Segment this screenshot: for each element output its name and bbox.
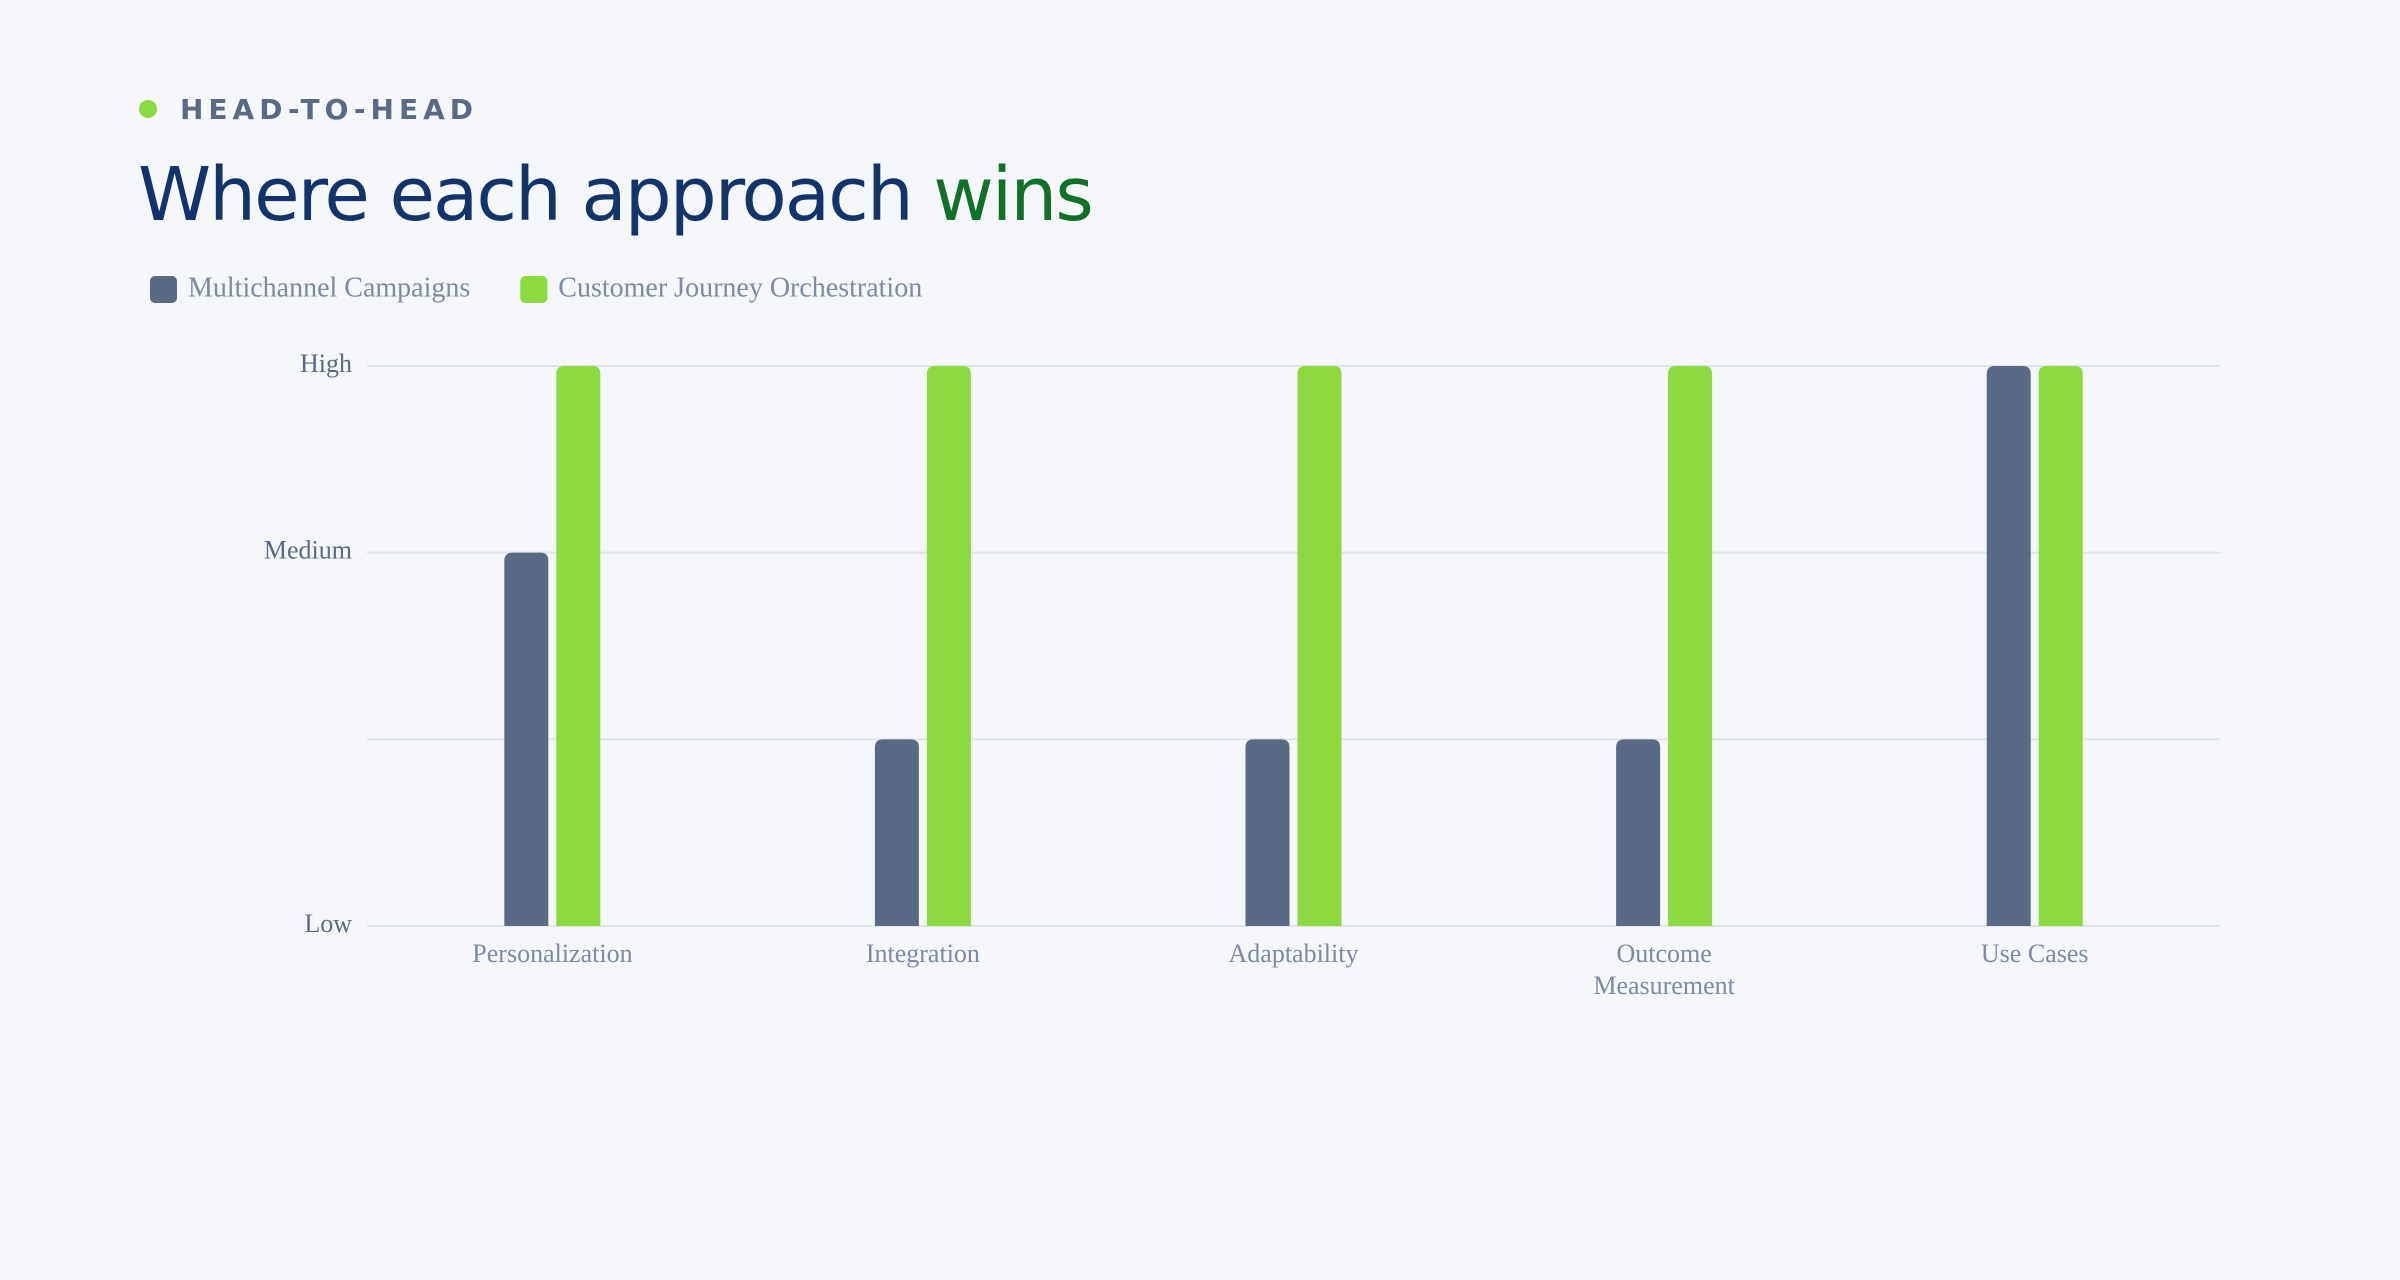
bar xyxy=(1616,739,1661,926)
x-tick-label: Use Cases xyxy=(1980,939,2089,968)
x-tick-label: Outcome Measurement xyxy=(1593,939,1735,1000)
bar xyxy=(2038,366,2083,926)
bar xyxy=(556,366,601,926)
y-tick-label: High xyxy=(300,349,352,378)
bar xyxy=(874,739,919,926)
bar xyxy=(1668,366,1713,926)
bar xyxy=(1986,366,2031,926)
legend-label: Multichannel Campaigns xyxy=(188,272,470,303)
x-label-box: Personalization xyxy=(472,939,633,968)
x-tick-label: Integration xyxy=(865,939,980,968)
bar xyxy=(504,552,549,926)
title-highlight: wins xyxy=(933,152,1092,238)
legend-label: Customer Journey Orchestration xyxy=(558,272,922,303)
bar xyxy=(1297,366,1342,926)
x-label-box: Outcome Measurement xyxy=(1593,939,1735,1000)
bar xyxy=(1245,739,1290,926)
title-main: Where each approach xyxy=(138,152,912,238)
x-label-box: Use Cases xyxy=(1980,939,2089,968)
y-tick-label: Medium xyxy=(264,536,352,565)
eyebrow: HEAD-TO-HEAD xyxy=(180,93,478,126)
y-tick-label: Low xyxy=(304,909,352,938)
x-label-box: Integration xyxy=(865,939,980,968)
chart-title: Where each approach wins xyxy=(138,152,1092,238)
x-label-box: Adaptability xyxy=(1228,939,1359,968)
x-tick-label: Personalization xyxy=(472,939,633,968)
legend-swatch xyxy=(150,276,177,303)
x-tick-label: Adaptability xyxy=(1228,939,1359,968)
eyebrow-dot xyxy=(139,100,157,118)
legend-swatch xyxy=(520,276,548,303)
bar xyxy=(926,366,971,926)
